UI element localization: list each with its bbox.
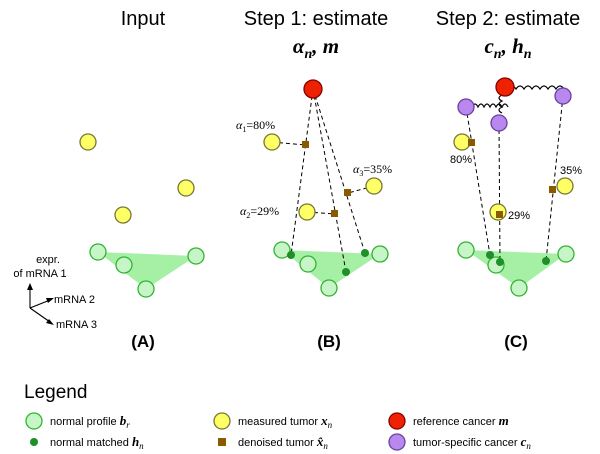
panel-a: Input expr. of mRNA 1 mRNA 2 mRNA 3 (A) (13, 8, 205, 351)
panel-b-measured-tumor (298, 203, 316, 221)
legend-denoised-tumor-icon (218, 438, 226, 446)
axis-label-mrna1-line1: expr. (36, 254, 60, 266)
legend-normal-matched-label: normal matched hn (50, 434, 144, 451)
panel-b-measured-tumor (263, 133, 281, 151)
legend-reference-cancer-label: reference cancer m (413, 413, 509, 428)
panel-b-denoised-tumor (344, 189, 351, 196)
panel-b-normal-matched (342, 268, 350, 276)
panel-b-normal-profile (320, 279, 338, 297)
panel-c-denoised-tumor (496, 211, 503, 218)
panel-a-normal-profile (137, 280, 155, 298)
panel-c-normal-profile (457, 241, 475, 259)
panel-c-springs (465, 85, 565, 114)
panel-c-normal-profile (510, 279, 528, 297)
axes-indicator (27, 283, 54, 325)
panel-b-normal-matched (361, 249, 369, 257)
panel-c-normal-matched (496, 258, 504, 266)
panel-a-normal-profile (187, 247, 205, 265)
legend-measured-tumor-label: measured tumor xn (238, 413, 333, 430)
legend-normal-matched-icon (30, 438, 38, 446)
panel-b-reference-cancer (303, 79, 323, 99)
panel-c-title: Step 2: estimate (436, 8, 581, 30)
panel-c-denoised-tumor (549, 186, 556, 193)
panel-b-alpha2: α2=29% (240, 204, 279, 220)
panel-b-denoised-tumor (331, 210, 338, 217)
panel-a-measured-tumor (177, 179, 195, 197)
panel-a-title: Input (121, 8, 166, 30)
legend-tumor-specific-label: tumor-specific cancer cn (413, 434, 531, 451)
axis-label-mrna1-line2: of mRNA 1 (13, 268, 66, 280)
panel-c-normal-matched (486, 251, 494, 259)
legend-reference-cancer-icon (388, 412, 406, 430)
panel-b-symbols: αn, m (293, 34, 339, 62)
panel-b-normal-profile (273, 241, 291, 259)
legend-measured-tumor-icon (213, 412, 231, 430)
panel-c: Step 2: estimate cn, hn (436, 8, 583, 351)
panel-b-label: (B) (317, 332, 341, 351)
panel-c-dashed-links (465, 95, 564, 263)
panel-c-symbols: cn, hn (484, 34, 531, 62)
panel-c-tumor-specific-cancer (457, 98, 475, 116)
panel-a-measured-tumor (114, 206, 132, 224)
panel-a-normal-profile (89, 243, 107, 261)
legend-normal-profile-label: normal profile br (50, 413, 130, 430)
panel-b-normal-profile (371, 245, 389, 263)
panel-a-normal-profile (115, 256, 133, 274)
panel-b-denoised-tumor (302, 141, 309, 148)
axis-label-mrna3: mRNA 3 (56, 319, 97, 331)
panel-b-alpha3: α3=35% (353, 162, 392, 178)
panel-c-measured-tumor (556, 177, 574, 195)
panel-c-normal-matched (542, 257, 550, 265)
panel-c-pct1: 80% (450, 154, 472, 166)
panel-a-label: (A) (131, 332, 155, 351)
legend-denoised-tumor-label: denoised tumor x̂n (238, 434, 328, 451)
panel-a-measured-tumor (79, 133, 97, 151)
legend: Legend normal profile br normal matched … (24, 382, 531, 451)
panel-b-normal-profile (299, 255, 317, 273)
panel-b-dashed-links (271, 88, 375, 273)
panel-c-measured-tumor (453, 133, 471, 151)
panel-c-pct2: 29% (508, 210, 530, 222)
panel-b-title: Step 1: estimate (244, 8, 389, 30)
panel-c-normal-profile (557, 245, 575, 263)
panel-c-reference-cancer (495, 77, 515, 97)
panel-c-label: (C) (504, 332, 528, 351)
panel-b-normal-matched (287, 251, 295, 259)
legend-title: Legend (24, 382, 87, 403)
panel-c-tumor-specific-cancer (554, 87, 572, 105)
panel-c-denoised-tumor (468, 139, 475, 146)
panel-c-pct3: 35% (560, 165, 582, 177)
legend-tumor-specific-icon (388, 433, 406, 451)
panel-b-alpha1: α1=80% (236, 118, 275, 134)
panel-b: Step 1: estimate αn, m α1=80% α2=29% α3=… (236, 8, 392, 351)
legend-normal-profile-icon (25, 412, 43, 430)
panel-b-measured-tumor (365, 177, 383, 195)
panel-c-tumor-specific-cancer (490, 114, 508, 132)
axis-label-mrna2: mRNA 2 (54, 294, 95, 306)
